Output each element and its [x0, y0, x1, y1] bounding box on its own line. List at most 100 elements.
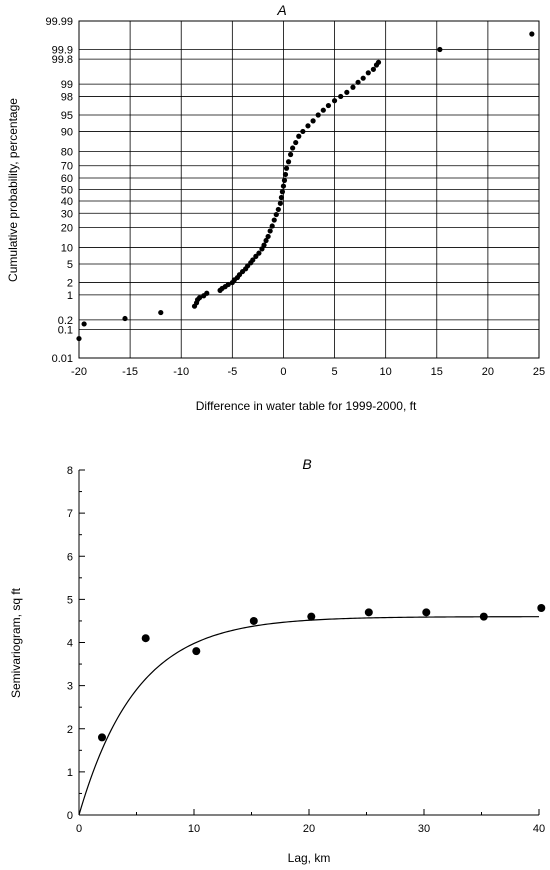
- panel-a-data-point: [325, 102, 332, 109]
- panel-a-data-point: [273, 211, 279, 218]
- panel-a-x-tick-label: 0: [280, 366, 286, 378]
- panel-b-x-ticks: 0 10 20 30 40: [76, 809, 545, 835]
- panel-b-x-tick-label: 0: [76, 823, 82, 835]
- panel-b-y-tick-label: 5: [67, 594, 73, 606]
- panel-a-x-tick-label: 20: [482, 366, 494, 378]
- panel-a-data-point: [122, 315, 128, 322]
- panel-a-data-point: [331, 98, 338, 104]
- panel-a-data-point: [310, 118, 316, 124]
- panel-a-x-tick-label: 5: [331, 366, 337, 378]
- panel-a-data-point: [344, 89, 350, 95]
- panel-a-data-point: [375, 59, 382, 65]
- panel-a-y-tick-label: 80: [61, 146, 73, 158]
- panel-b-y-tick-label: 4: [67, 638, 73, 650]
- panel-b-data-point: [537, 604, 546, 612]
- panel-a-y-tick-label: 70: [61, 161, 73, 173]
- panel-a-data-point: [320, 107, 326, 113]
- panel-b-data-point: [422, 608, 431, 617]
- panel-a-data-point: [275, 206, 281, 213]
- panel-a-data-point: [280, 183, 287, 189]
- panel-a-data-point: [261, 242, 267, 248]
- panel-a-x-tick-label: -10: [173, 366, 189, 378]
- panel-b-x-tick-label: 30: [418, 823, 430, 835]
- panel-a-data-point: [259, 246, 265, 252]
- panel-b-fitted-curve: [78, 616, 539, 816]
- panel-b-data-point: [141, 634, 150, 643]
- panel-a-x-tick-label: -15: [122, 366, 138, 378]
- panel-b-semivariogram: B 0 1 2 3 4 5 6 7 8 0 10 20 30 40 Semivariogram, sq …: [9, 456, 546, 865]
- panel-a-y-tick-label: 99.99: [45, 16, 73, 28]
- panel-a-x-tick-label: -20: [71, 366, 87, 378]
- panel-a-data-point: [365, 70, 371, 76]
- panel-a-x-axis-label: Difference in water table for 1999-2000,…: [196, 399, 417, 413]
- panel-a-data-point: [305, 123, 311, 129]
- panel-a-data-point: [285, 159, 292, 165]
- panel-a-data-point: [293, 139, 299, 146]
- panel-a-data-points: [76, 31, 535, 342]
- panel-a-data-point: [338, 93, 344, 100]
- panel-b-data-point: [307, 612, 316, 621]
- panel-a-y-axis-label: Cumulative probability, percentage: [6, 98, 20, 282]
- panel-a-x-tick-label: 10: [380, 366, 392, 378]
- panel-b-data-points: [98, 604, 546, 742]
- panel-a-data-point: [197, 295, 203, 301]
- panel-b-y-axis-label: Semivariogram, sq ft: [9, 587, 23, 698]
- panel-a-y-tick-label: 30: [61, 208, 73, 220]
- panel-a-probability-plot: A 0.010.10.21251020304050607080909598999…: [6, 2, 545, 413]
- panel-b-y-tick-label: 2: [67, 724, 73, 736]
- panel-b-y-tick-label: 6: [67, 551, 73, 563]
- panel-a-data-point: [283, 165, 290, 171]
- panel-a-y-tick-label: 20: [61, 223, 73, 235]
- panel-b-label: B: [302, 456, 311, 472]
- panel-a-y-tick-label: 99: [61, 79, 73, 91]
- panel-a-y-tick-label: 99.9: [52, 44, 73, 56]
- panel-a-label: A: [276, 2, 286, 18]
- panel-b-x-tick-label: 40: [533, 823, 545, 835]
- panel-a-data-point: [250, 257, 256, 263]
- panel-a-y-tick-label: 0.2: [58, 315, 73, 327]
- panel-a-data-point: [290, 145, 296, 151]
- panel-a-data-point: [256, 250, 262, 256]
- panel-a-y-tick-label: 40: [61, 196, 73, 208]
- panel-b-y-tick-label: 1: [67, 767, 73, 779]
- panel-b-data-point: [98, 733, 106, 742]
- panel-a-data-point: [288, 151, 294, 158]
- panel-b-data-point: [479, 612, 488, 621]
- panel-a-data-point: [296, 133, 302, 139]
- panel-a-y-tick-label: 0.1: [58, 325, 73, 337]
- panel-b-y-tick-label: 0: [67, 810, 73, 822]
- panel-a-data-point: [437, 46, 443, 53]
- panel-a-y-tick-label: 60: [61, 173, 73, 185]
- panel-a-data-point: [300, 128, 306, 135]
- panel-a-x-tick-label: 15: [431, 366, 443, 378]
- panel-a-data-point: [271, 217, 277, 223]
- panel-a-data-point: [204, 290, 210, 296]
- panel-a-plot-frame: [78, 20, 540, 359]
- panel-a-data-point: [269, 223, 275, 229]
- panel-b-data-point: [364, 608, 373, 617]
- panel-a-y-tick-label: 10: [61, 243, 73, 255]
- panel-b-y-ticks: 0 1 2 3 4 5 6 7 8: [67, 465, 85, 822]
- panel-b-x-tick-label: 10: [188, 823, 200, 835]
- panel-b-x-axis-label: Lag, km: [288, 851, 331, 865]
- panel-b-data-point: [192, 647, 201, 656]
- panel-a-data-point: [370, 66, 376, 72]
- panel-a-y-tick-label: 90: [61, 126, 73, 138]
- panel-a-y-tick-label: 50: [61, 185, 73, 197]
- panel-a-data-point: [282, 171, 289, 178]
- panel-a-x-tick-labels: -20 -15 -10 -5 0 5 10 15 20 25: [71, 366, 545, 378]
- panel-a-data-point: [350, 84, 356, 90]
- panel-a-y-tick-label: 1: [67, 290, 73, 302]
- panel-a-y-tick-label: 95: [61, 110, 73, 122]
- panel-b-y-tick-label: 7: [67, 508, 73, 520]
- panel-a-data-point: [281, 177, 288, 183]
- panel-a-data-point: [529, 31, 535, 37]
- panel-a-grid: [78, 20, 540, 359]
- panel-a-data-point: [279, 189, 286, 195]
- panel-a-x-tick-label: -5: [227, 366, 237, 378]
- panel-a-data-point: [267, 228, 273, 234]
- panel-a-y-tick-label: 99.8: [52, 54, 73, 66]
- panel-b-y-tick-label: 3: [67, 681, 73, 693]
